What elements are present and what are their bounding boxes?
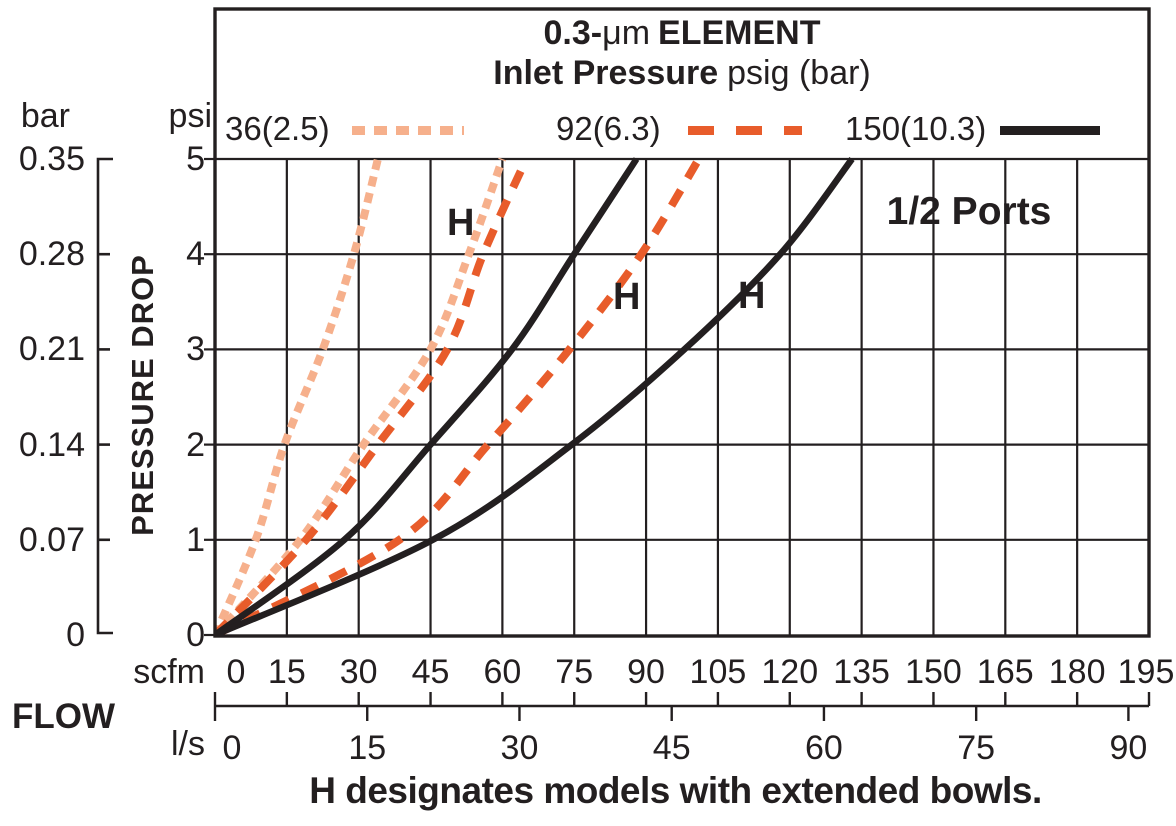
ls-tick-label: 45: [652, 729, 691, 767]
psi-unit-label: psi: [168, 97, 212, 135]
title-inlet-pressure: Inlet Pressure: [493, 54, 719, 92]
legend-item-92: 92(6.3): [556, 110, 661, 147]
chart-title-line1: 0.3-μm ELEMENT: [215, 13, 1149, 53]
legend-item-36: 36(2.5): [225, 110, 330, 147]
psi-tick-label: 5: [186, 140, 205, 178]
scfm-tick-label: 150: [905, 653, 962, 691]
h-label-150: H: [738, 275, 766, 317]
bar-tick-label: 0.07: [18, 520, 85, 559]
ls-tick-label: 60: [805, 729, 843, 767]
ls-tick-label: 15: [348, 729, 387, 767]
curve-36psig-standard: [215, 158, 382, 637]
scfm-tick-label: 15: [267, 653, 306, 691]
scfm-tick-label: 30: [339, 653, 378, 691]
curve-92psig-standard: [215, 157, 530, 637]
x-axis-title: FLOW: [12, 697, 116, 736]
bar-tick-label: 0: [66, 616, 85, 654]
scfm-tick-label: 0: [226, 653, 246, 691]
footer-note: H designates models with extended bowls.: [309, 770, 1042, 811]
bar-tick-label: 0.14: [18, 425, 85, 464]
scfm-tick-label: 90: [627, 653, 665, 691]
psi-tick-label: 1: [186, 520, 205, 559]
scfm-tick-label: 165: [976, 653, 1034, 691]
legend-swatch-92-dashed-line: [688, 126, 802, 135]
ls-tick-label: 90: [1109, 729, 1148, 767]
scfm-tick-label: 195: [1117, 653, 1175, 691]
psi-tick-label: 0: [186, 616, 205, 654]
bar-unit-label: bar: [20, 97, 70, 135]
scfm-tick-label: 75: [555, 653, 594, 691]
title-micron-unit: μm: [602, 14, 651, 52]
ls-tick-label: 75: [957, 729, 996, 767]
bar-axis-ticks: [98, 252, 110, 542]
title-element-word: ELEMENT: [658, 14, 821, 52]
chart-border: [213, 7, 1151, 638]
grid-lines: [215, 157, 1149, 635]
flow-conversion-ruler: [213, 692, 1151, 721]
legend-item-150: 150(10.3): [845, 110, 987, 147]
curve-92psig-h-extended: [215, 157, 703, 637]
curve-150psig-standard: [215, 157, 640, 637]
legend-swatch-36-dotted-line: [352, 126, 464, 135]
bar-axis-bracket: [96, 157, 113, 635]
psi-tick-label: 4: [186, 235, 205, 274]
h-label-36: H: [447, 202, 475, 244]
h-label-92: H: [613, 276, 641, 318]
scfm-tick-label: 120: [761, 653, 819, 691]
scfm-tick-label: 135: [833, 653, 890, 691]
ls-tick-label: 30: [500, 729, 539, 767]
curve-150psig-h-extended: [215, 157, 855, 637]
bar-tick-label: 0.28: [18, 235, 85, 274]
title-psig-bar: psig (bar): [727, 54, 871, 92]
chart-title-line2: Inlet Pressure psig (bar): [215, 53, 1149, 93]
ls-unit-label: l/s: [171, 725, 205, 763]
psi-tick-label: 3: [186, 330, 205, 369]
scfm-tick-label: 180: [1048, 653, 1106, 691]
chart-title: 0.3-μm ELEMENT Inlet Pressure psig (bar): [215, 13, 1149, 93]
scfm-tick-label: 60: [483, 653, 522, 691]
ls-tick-label: 0: [222, 729, 242, 767]
legend-swatch-150-solid-line: [1000, 126, 1100, 135]
scfm-unit-label: scfm: [133, 653, 205, 691]
ports-annotation: 1/2 Ports: [886, 190, 1052, 233]
bar-tick-label: 0.35: [18, 140, 85, 178]
title-element-size: 0.3-: [543, 14, 603, 52]
curves: [215, 157, 855, 637]
psi-axis-ticks: [204, 157, 215, 637]
scfm-tick-label: 105: [689, 653, 747, 691]
bar-tick-label: 0.21: [18, 330, 85, 369]
psi-tick-label: 2: [186, 425, 205, 464]
y-axis-title: PRESSURE DROP: [125, 254, 160, 536]
scfm-tick-label: 45: [411, 653, 450, 691]
